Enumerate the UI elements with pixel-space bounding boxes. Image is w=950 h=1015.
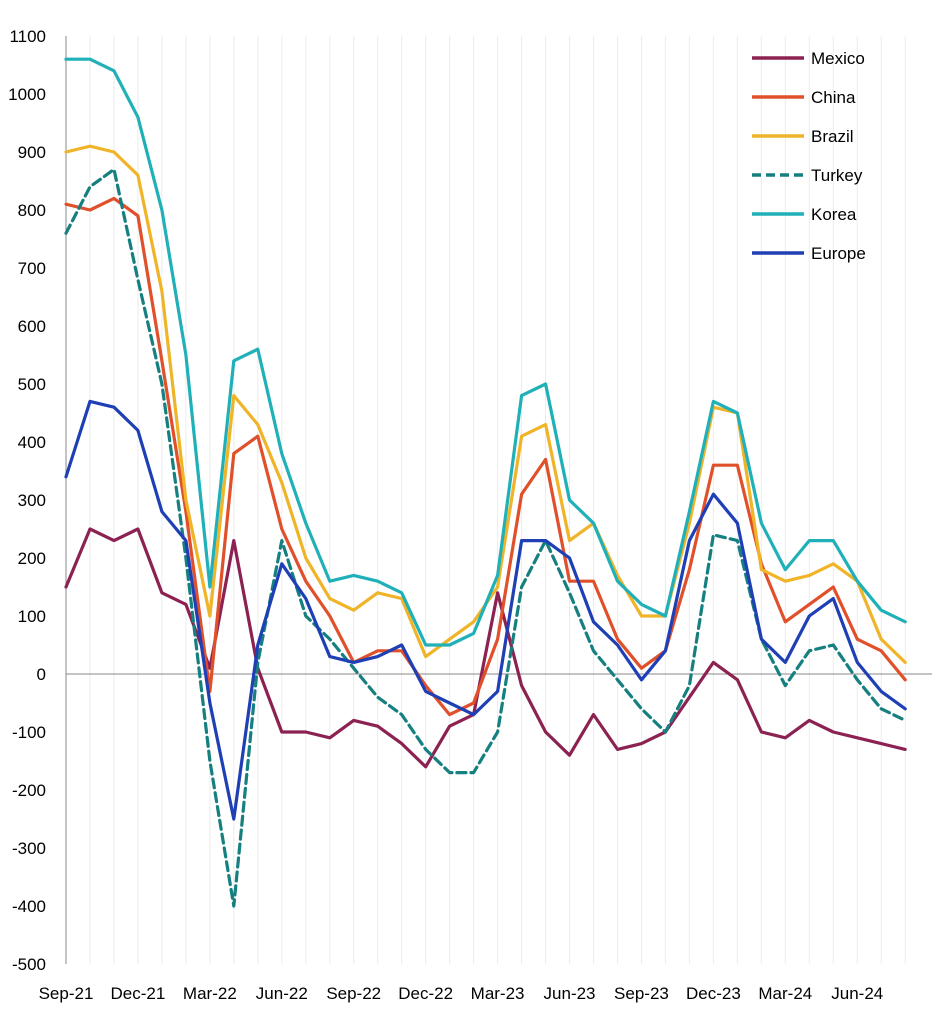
y-tick-label: 1000 [8, 85, 46, 104]
y-tick-label: 0 [37, 665, 46, 684]
y-tick-label: 600 [18, 317, 46, 336]
legend: Mexico China Brazil Turkey Korea Europe [752, 49, 866, 263]
legend-label-turkey: Turkey [811, 166, 863, 185]
y-tick-label: 300 [18, 491, 46, 510]
grid-layer [65, 36, 906, 964]
legend-label-brazil: Brazil [811, 127, 854, 146]
series-layer [64, 57, 907, 908]
x-tick-label: Dec-23 [686, 984, 741, 1003]
y-tick-label: -400 [12, 897, 46, 916]
series-line-europe [64, 399, 907, 821]
legend-label-china: China [811, 88, 856, 107]
y-tick-label: 100 [18, 607, 46, 626]
y-tick-label: 400 [18, 433, 46, 452]
legend-label-mexico: Mexico [811, 49, 865, 68]
y-tick-label: -100 [12, 723, 46, 742]
y-tick-label: 200 [18, 549, 46, 568]
y-tick-label: -300 [12, 839, 46, 858]
x-tick-label: Jun-24 [831, 984, 883, 1003]
y-tick-label: 800 [18, 201, 46, 220]
y-tick-label: 1100 [9, 27, 46, 46]
x-tick-label: Mar-23 [471, 984, 525, 1003]
series-line-turkey [64, 167, 907, 908]
x-tick-label: Dec-21 [111, 984, 166, 1003]
x-tick-label: Mar-22 [183, 984, 237, 1003]
legend-label-europe: Europe [811, 244, 866, 263]
x-tick-label: Sep-21 [39, 984, 94, 1003]
series-line-korea [64, 57, 907, 647]
series-line-china [64, 196, 907, 717]
y-tick-label: -200 [12, 781, 46, 800]
y-tick-label: -500 [12, 955, 46, 974]
x-tick-label: Jun-22 [256, 984, 308, 1003]
x-tick-label: Jun-23 [544, 984, 596, 1003]
y-tick-label: 500 [18, 375, 46, 394]
x-tick-label: Mar-24 [758, 984, 812, 1003]
legend-label-korea: Korea [811, 205, 857, 224]
y-tick-label: 900 [18, 143, 46, 162]
x-tick-label: Dec-22 [398, 984, 453, 1003]
y-tick-label: 700 [18, 259, 46, 278]
x-tick-label: Sep-23 [614, 984, 669, 1003]
axis-layer: -500 -400 -300 -200 -100 0 100 200 300 400 500 600 7… [8, 27, 932, 1003]
x-tick-label: Sep-22 [326, 984, 381, 1003]
